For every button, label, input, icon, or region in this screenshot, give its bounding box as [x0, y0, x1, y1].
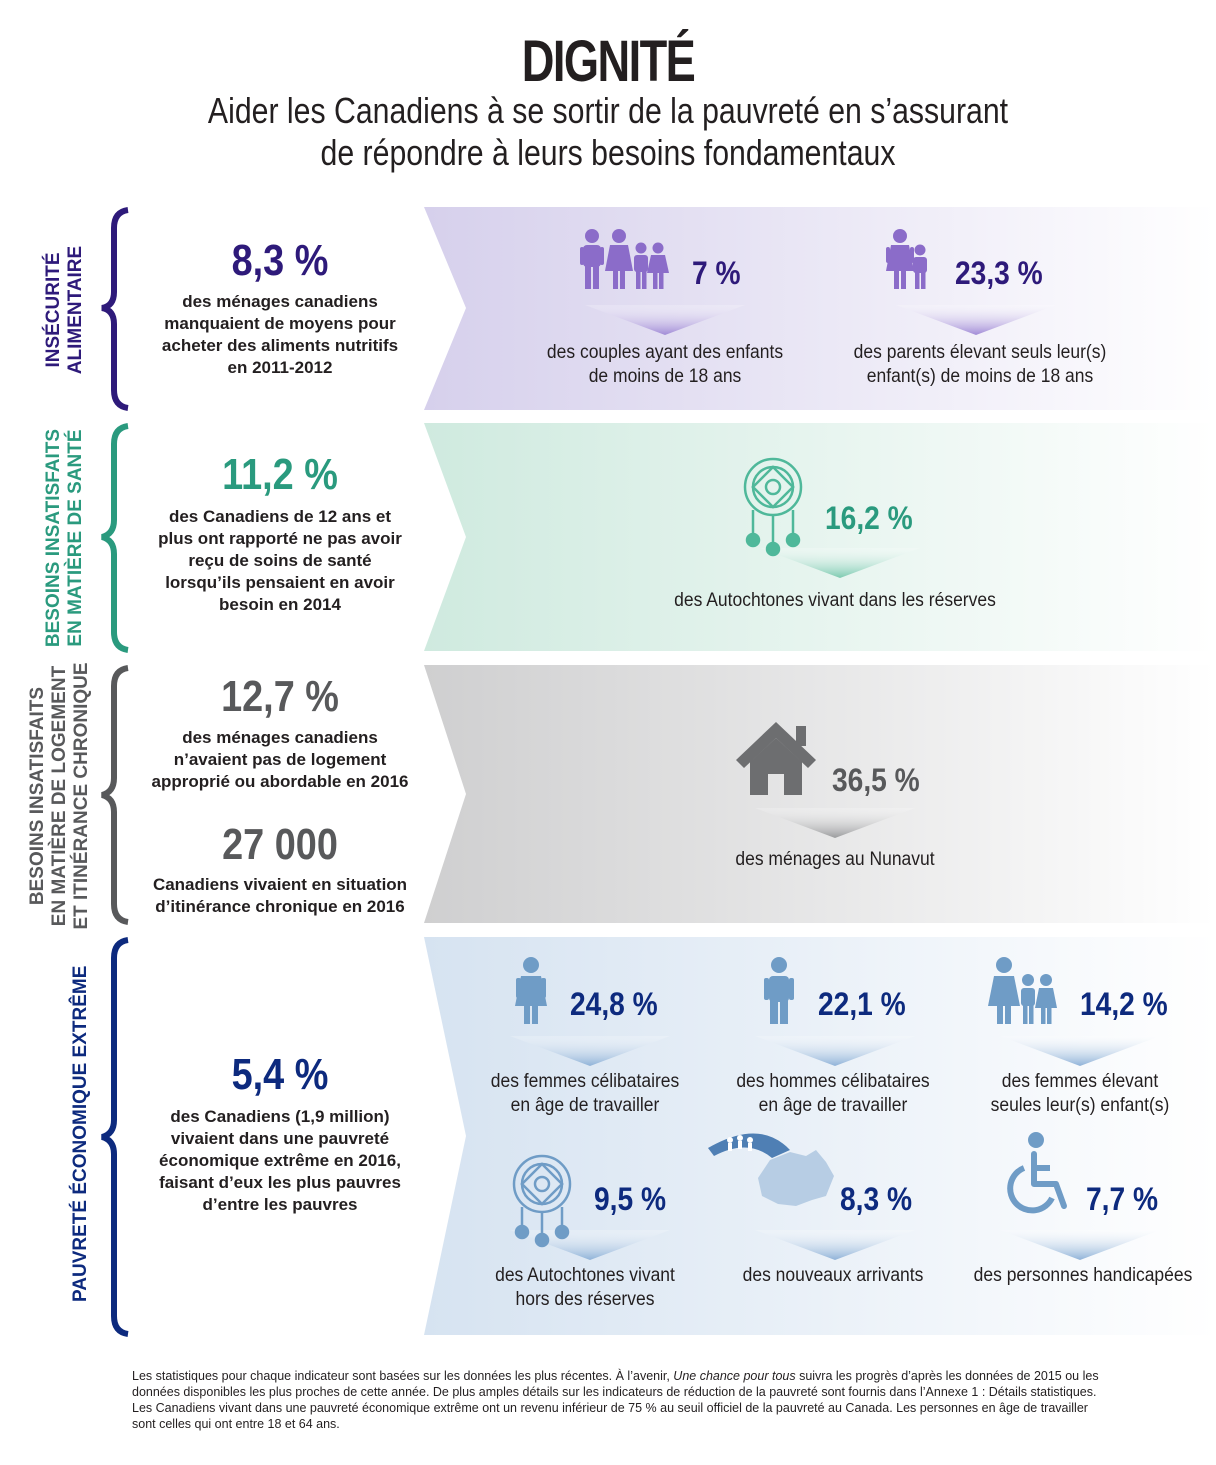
homeless-description: Canadiens vivaient en situation d’itinér…: [152, 875, 408, 916]
food-side-label: INSÉCURITÉ ALIMENTAIRE: [43, 245, 86, 375]
homeless-big-stat: 27 000: [222, 820, 338, 869]
single-parent-icon: [886, 229, 927, 289]
housing-description: des ménages canadiens n’avaient pas de l…: [151, 728, 409, 791]
food-pointer-1: [585, 305, 745, 335]
woman-icon: [515, 957, 547, 1024]
poverty-desc-men: des hommes célibataires en âge de travai…: [736, 1071, 930, 1116]
housing-pointer: [755, 808, 915, 838]
food-bracket: [101, 207, 129, 411]
poverty-desc-newcomers: des nouveaux arrivants: [742, 1265, 924, 1286]
food-stat-couples: 7 %: [692, 255, 741, 291]
poverty-stat-single-mothers: 14,2 %: [1080, 986, 1168, 1022]
housing-stat-nunavut: 36,5 %: [832, 762, 920, 798]
poverty-pointer-3: [1000, 1036, 1160, 1066]
mother-children-icon: [988, 957, 1057, 1024]
food-stat-single-parents: 23,3 %: [955, 255, 1043, 291]
food-big-stat: 8,3 %: [231, 236, 329, 285]
man-icon: [764, 957, 794, 1024]
poverty-stat-newcomers: 8,3 %: [840, 1181, 913, 1217]
health-side-label: BESOINS INSATISFAITS EN MATIÈRE DE SANTÉ: [43, 428, 86, 648]
food-description: des ménages canadiens manquaient de moye…: [161, 292, 399, 377]
poverty-bracket: [101, 937, 129, 1337]
house-icon: [736, 722, 816, 795]
poverty-desc-single-mothers: des femmes élevant seules leur(s) enfant…: [990, 1071, 1170, 1116]
health-pointer: [760, 548, 920, 578]
food-pointer-2: [896, 305, 1056, 335]
poverty-desc-disabilities: des personnes handicapées: [973, 1265, 1193, 1286]
dreamcatcher-icon: [743, 457, 803, 557]
housing-side-label: BESOINS INSATISFAITS EN MATIÈRE DE LOGEM…: [27, 662, 92, 930]
poverty-description: des Canadiens (1,9 million) vivaient dan…: [159, 1107, 401, 1214]
page-title: DIGNITÉ: [521, 29, 696, 94]
canada-map-icon: [708, 1133, 834, 1206]
poverty-side-label: PAUVRETÉ ÉCONOMIQUE EXTRÊME: [70, 965, 91, 1302]
poverty-stat-disabilities: 7,7 %: [1086, 1181, 1159, 1217]
family-icon: [580, 229, 669, 289]
poverty-pointer-6: [1000, 1230, 1160, 1260]
health-stat-reserves: 16,2 %: [825, 500, 913, 536]
page-subtitle: Aider les Canadiens à se sortir de la pa…: [207, 90, 1009, 173]
poverty-big-stat: 5,4 %: [231, 1050, 329, 1099]
health-bracket: [101, 423, 129, 653]
food-desc-couples: des couples ayant des enfants de moins d…: [546, 342, 784, 387]
health-description: des Canadiens de 12 ans et plus ont rapp…: [158, 507, 402, 614]
health-big-stat: 11,2 %: [222, 450, 338, 499]
poverty-stat-women: 24,8 %: [570, 986, 658, 1022]
food-desc-single-parents: des parents élevant seuls leur(s) enfant…: [853, 342, 1107, 387]
poverty-stat-men: 22,1 %: [818, 986, 906, 1022]
housing-desc-nunavut: des ménages au Nunavut: [735, 849, 935, 870]
poverty-stat-indigenous: 9,5 %: [594, 1181, 667, 1217]
dreamcatcher-icon: [512, 1154, 572, 1248]
poverty-desc-women: des femmes célibataires en âge de travai…: [490, 1071, 680, 1116]
poverty-pointer-1: [510, 1036, 670, 1066]
wheelchair-icon: [1007, 1132, 1067, 1214]
housing-bracket: [101, 665, 129, 925]
poverty-desc-indigenous: des Autochtones vivant hors des réserves: [495, 1265, 675, 1310]
poverty-pointer-5: [755, 1230, 915, 1260]
footnote: Les statistiques pour chaque indicateur …: [132, 1369, 1099, 1431]
housing-band: [424, 665, 1216, 923]
health-desc-reserves: des Autochtones vivant dans les réserves: [674, 590, 996, 611]
health-band: [424, 423, 1216, 651]
poverty-pointer-4: [510, 1230, 670, 1260]
poverty-pointer-2: [755, 1036, 915, 1066]
housing-big-stat: 12,7 %: [221, 672, 339, 721]
